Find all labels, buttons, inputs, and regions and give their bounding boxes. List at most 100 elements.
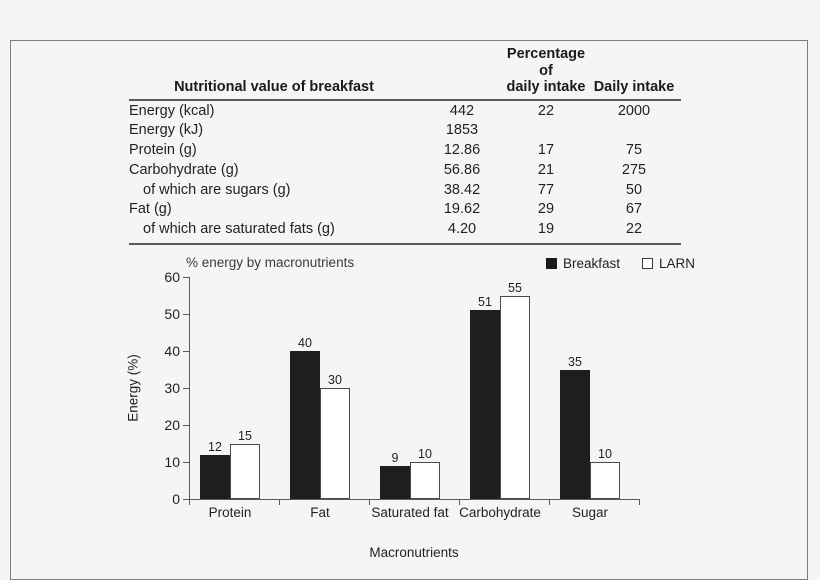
- table-row: Energy (kcal) 442 22 2000: [129, 100, 681, 121]
- x-axis-category-label: Protein: [208, 505, 252, 520]
- bar-value-label: 9: [391, 450, 399, 465]
- cell-daily-intake: 50: [625, 181, 643, 198]
- bar-breakfast[interactable]: 51: [470, 295, 500, 499]
- y-axis-tick: [183, 388, 190, 389]
- y-axis-tick-label: 50: [164, 306, 180, 322]
- bar-larn[interactable]: 10: [590, 447, 620, 499]
- bar-value-label: 55: [508, 280, 522, 295]
- bar-value-label: 35: [568, 354, 582, 369]
- bar-larn[interactable]: 10: [410, 447, 440, 499]
- chart-legend: Breakfast LARN: [546, 256, 695, 271]
- y-axis-tick: [183, 425, 190, 426]
- cell-nutrient-name: of which are saturated fats (g): [143, 221, 335, 238]
- x-axis-tick: [459, 499, 460, 505]
- x-axis-tick: [549, 499, 550, 505]
- cell-daily-intake: [587, 121, 681, 141]
- x-axis-tick: [189, 499, 190, 505]
- table-header-row: Nutritional value of breakfast Percentag…: [129, 46, 681, 102]
- y-axis-tick-label: 60: [164, 269, 180, 285]
- cell-daily-intake: 75: [625, 142, 643, 159]
- bar-value-label: 10: [598, 447, 612, 461]
- legend-label-breakfast: Breakfast: [563, 256, 621, 271]
- table-row: Protein (g) 12.86 17 75: [129, 140, 681, 160]
- cell-daily-intake: 67: [625, 201, 643, 218]
- figure-frame: Nutritional value of breakfast Percentag…: [10, 40, 808, 580]
- bar-group: 51 55 Carbohydrate: [459, 277, 549, 521]
- y-axis-tick-label: 0: [172, 491, 180, 507]
- table-header: Nutritional value of breakfast Percentag…: [129, 46, 681, 102]
- cell-daily-intake: 2000: [617, 102, 651, 119]
- bar-breakfast[interactable]: 12: [200, 440, 230, 499]
- y-axis-tick: [183, 277, 190, 278]
- cell-value: 4.20: [447, 221, 477, 238]
- legend-label-larn: LARN: [659, 256, 696, 271]
- cell-value: 56.86: [443, 161, 481, 178]
- cell-value: 1853: [445, 122, 479, 139]
- nutrition-table: Nutritional value of breakfast Percentag…: [129, 46, 681, 245]
- x-axis-category-label: Fat: [310, 505, 330, 520]
- bar-value-label: 30: [328, 373, 342, 387]
- table-body: Energy (kcal) 442 22 2000 Energy (kJ) 1853 Pro…: [129, 100, 681, 242]
- x-axis-tick: [279, 499, 280, 505]
- table-row: Energy (kJ) 1853: [129, 121, 681, 141]
- bar-breakfast[interactable]: 35: [560, 355, 590, 499]
- cell-nutrient-name: Protein (g): [129, 142, 197, 159]
- column-header-percentage-line1: Percentage of: [506, 46, 586, 79]
- cell-nutrient-name: Carbohydrate (g): [129, 161, 239, 178]
- cell-percentage-daily-intake: 22: [537, 102, 555, 119]
- table-row: of which are saturated fats (g) 4.20 19 22: [129, 219, 681, 241]
- column-header-percentage-line2: daily intake: [506, 79, 586, 96]
- plot-area: Energy (%) Macronutrients 0 10 20 30 40 50 60 …: [126, 269, 640, 560]
- bar-group: 12 15 Protein: [189, 277, 279, 520]
- column-header-value: [419, 46, 505, 102]
- cell-value: 442: [449, 102, 475, 119]
- bar-breakfast[interactable]: 40: [290, 336, 320, 499]
- y-axis-tick-label: 30: [164, 380, 180, 396]
- bar-value-label: 40: [298, 336, 312, 350]
- bar-value-label: 10: [418, 447, 432, 461]
- bar-value-label: 51: [478, 295, 492, 310]
- bar-larn[interactable]: 55: [500, 281, 530, 499]
- x-axis-tick: [639, 499, 640, 505]
- cell-percentage-daily-intake: 21: [537, 161, 555, 178]
- legend-swatch-larn-icon: [642, 258, 654, 269]
- column-header-nutritional-value: Nutritional value of breakfast: [129, 46, 419, 102]
- cell-value: 12.86: [443, 142, 481, 159]
- bar-breakfast[interactable]: 9: [380, 451, 410, 499]
- cell-nutrient-name: Energy (kcal): [129, 102, 215, 119]
- y-axis-tick: [183, 499, 190, 500]
- x-axis-title: Macronutrients: [369, 545, 459, 560]
- y-axis-title: Energy (%): [125, 354, 141, 422]
- cell-percentage-daily-intake: 19: [537, 221, 555, 238]
- bar-larn[interactable]: 30: [320, 373, 350, 499]
- cell-percentage-daily-intake: [505, 121, 587, 141]
- table-row: Fat (g) 19.62 29 67: [129, 200, 681, 220]
- cell-percentage-daily-intake: 77: [537, 181, 555, 198]
- legend-item-breakfast: Breakfast: [546, 256, 620, 271]
- bar-value-label: 12: [208, 439, 222, 454]
- x-axis-category-label: Saturated fat: [371, 505, 449, 520]
- x-axis-category-label: Sugar: [571, 505, 609, 520]
- y-axis-tick: [183, 314, 190, 315]
- column-header-percentage-daily-intake: Percentage of daily intake: [505, 46, 587, 102]
- bar-group: 35 10 Sugar: [549, 277, 639, 520]
- legend-item-larn: LARN: [642, 256, 695, 271]
- cell-nutrient-name: of which are sugars (g): [143, 181, 291, 198]
- legend-swatch-breakfast-icon: [546, 258, 557, 269]
- bar-group: 9 10 Saturated fat: [369, 277, 459, 520]
- y-axis-tick: [183, 351, 190, 352]
- chart-title: % energy by macronutrients: [186, 255, 355, 270]
- bar-larn[interactable]: 15: [230, 429, 260, 499]
- cell-nutrient-name: Energy (kJ): [129, 122, 204, 139]
- table-row: of which are sugars (g) 38.42 77 50: [129, 180, 681, 200]
- bar-group: 40 30 Fat: [279, 277, 369, 520]
- bar-chart: % energy by macronutrients Breakfast LAR…: [11, 251, 809, 571]
- y-axis-tick-label: 40: [164, 343, 180, 359]
- column-header-daily-intake: Daily intake: [587, 46, 681, 102]
- x-axis-category-label: Carbohydrate: [459, 505, 541, 520]
- table-row: Carbohydrate (g) 56.86 21 275: [129, 160, 681, 180]
- cell-daily-intake: 275: [621, 161, 647, 178]
- cell-percentage-daily-intake: 17: [537, 142, 555, 159]
- y-axis-tick-label: 10: [164, 454, 180, 470]
- y-axis-tick: [183, 462, 190, 463]
